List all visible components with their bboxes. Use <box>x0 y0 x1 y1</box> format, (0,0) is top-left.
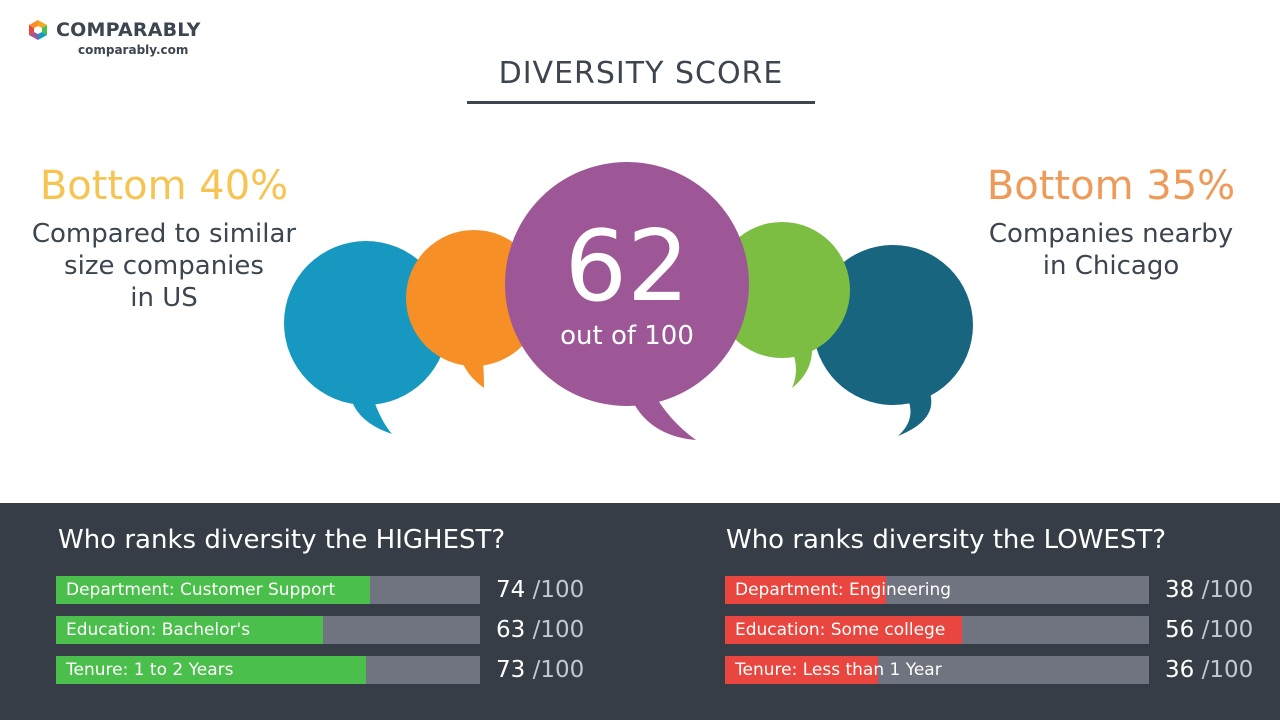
bar-score-value: 38 <box>1165 577 1195 603</box>
bar-label: Tenure: Less than 1 Year <box>735 660 942 680</box>
left-stat-value: Bottom 40% <box>39 163 289 209</box>
bar-score-max: /100 <box>1201 617 1254 643</box>
bar-score-max: /100 <box>1201 657 1254 683</box>
bar-score-value: 63 <box>496 617 526 643</box>
speech-bubbles-graphic <box>284 162 973 440</box>
comparably-logo-icon <box>29 20 47 40</box>
bar-score: 56 /100 <box>1165 613 1253 647</box>
bar-fill <box>725 616 962 644</box>
bar-fill <box>56 656 366 684</box>
bar-label: Education: Some college <box>735 620 946 640</box>
highest-panel: Who ranks diversity the HIGHEST? <box>58 522 505 558</box>
brand-name: COMPARABLY <box>56 19 201 41</box>
bar-score-max: /100 <box>1201 577 1254 603</box>
right-stat: Bottom 35% Companies nearby in Chicago <box>960 162 1262 282</box>
bar-label: Department: Engineering <box>735 580 952 600</box>
bar-score-value: 36 <box>1165 657 1195 683</box>
left-stat-description: Compared to similar size companies in US <box>10 218 318 314</box>
bubble-purple <box>505 162 749 440</box>
bar-score-max: /100 <box>532 577 585 603</box>
bar-score-value: 73 <box>496 657 526 683</box>
bar-score: 73 /100 <box>496 653 584 687</box>
left-stat-line: Compared to similar <box>31 219 297 249</box>
bar-score-value: 56 <box>1165 617 1195 643</box>
lowest-panel: Who ranks diversity the LOWEST? <box>726 522 1166 558</box>
bubble-dark-teal <box>813 245 973 436</box>
bar-fill <box>725 656 878 684</box>
title-underline <box>467 101 815 104</box>
bar-score-value: 74 <box>496 577 526 603</box>
highest-title: Who ranks diversity the HIGHEST? <box>58 525 506 555</box>
right-stat-value: Bottom 35% <box>986 163 1236 209</box>
bubble-green <box>714 222 850 388</box>
bar-score: 38 /100 <box>1165 573 1253 607</box>
bar-label: Tenure: 1 to 2 Years <box>66 660 234 680</box>
right-stat-line: Companies nearby <box>988 219 1234 249</box>
bar-fill <box>725 576 886 604</box>
page-title: DIVERSITY SCORE <box>498 56 784 91</box>
brand-url: comparably.com <box>78 43 189 57</box>
bubble-blue <box>284 241 448 434</box>
bar-label: Department: Customer Support <box>66 580 336 600</box>
bar-score-max: /100 <box>532 657 585 683</box>
left-stat: Bottom 40% Compared to similar size comp… <box>10 162 318 314</box>
left-stat-line: size companies <box>64 251 264 281</box>
left-stat-line: in US <box>130 283 198 313</box>
right-stat-line: in Chicago <box>1042 251 1180 281</box>
bar-score: 74 /100 <box>496 573 584 607</box>
bar-score-max: /100 <box>532 617 585 643</box>
bar-fill <box>56 616 323 644</box>
score-subtitle: out of 100 <box>560 321 694 351</box>
score-value: 62 <box>564 210 690 324</box>
bar-score: 63 /100 <box>496 613 584 647</box>
bar-label: Education: Bachelor's <box>66 620 251 640</box>
right-stat-description: Companies nearby in Chicago <box>960 218 1262 282</box>
bar-fill <box>56 576 370 604</box>
brand-logo[interactable]: COMPARABLY comparably.com <box>26 18 201 57</box>
lowest-title: Who ranks diversity the LOWEST? <box>726 525 1167 555</box>
bar-score: 36 /100 <box>1165 653 1253 687</box>
